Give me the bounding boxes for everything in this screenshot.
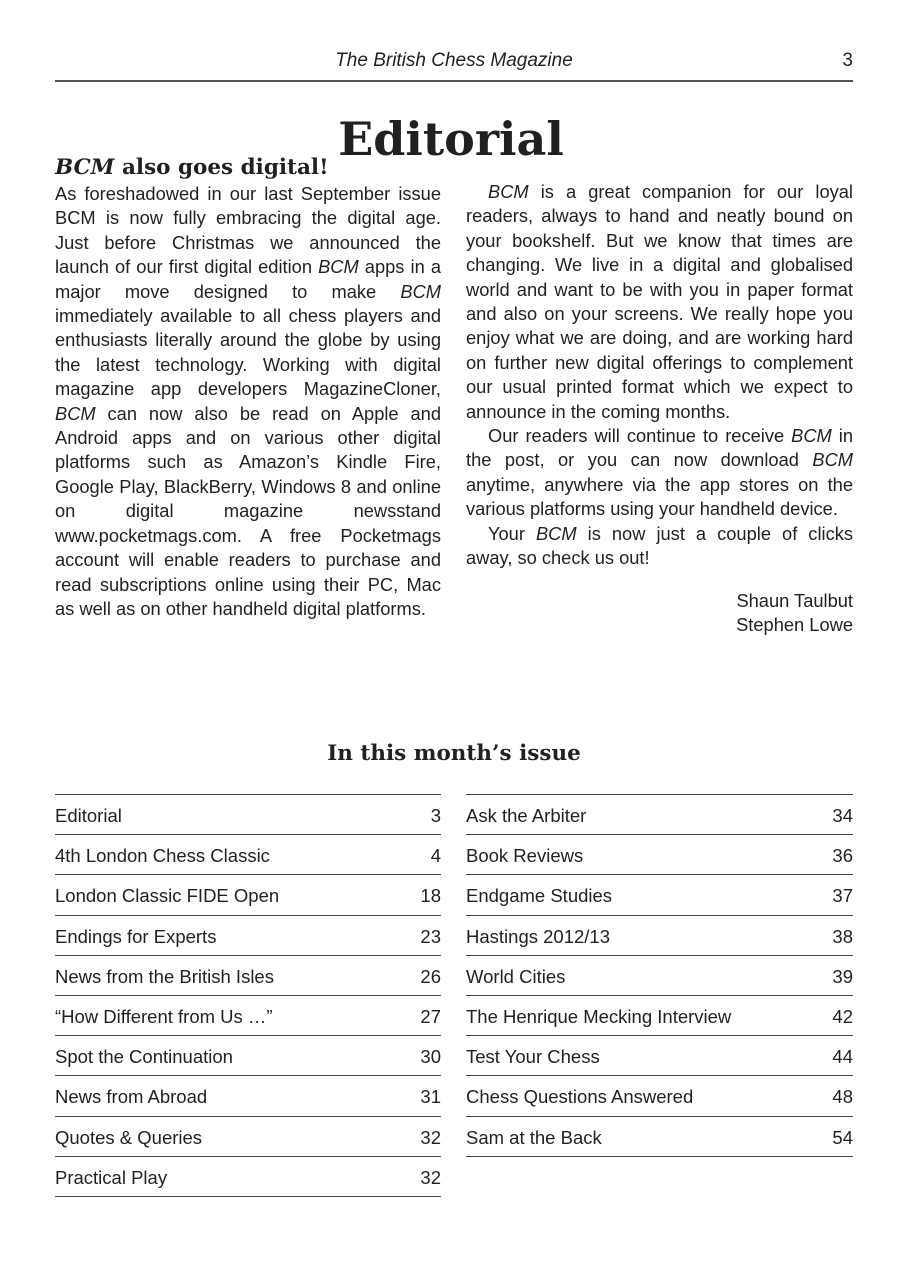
text-segment: can now also be read on Apple and Androi… xyxy=(55,402,441,619)
right-column: BCM is a great companion for our loyal r… xyxy=(466,180,853,637)
contents-row: Editorial 3 xyxy=(55,795,441,836)
contents-label: News from Abroad xyxy=(55,1086,208,1108)
contents-label: Endings for Experts xyxy=(55,925,217,947)
contents-page: 38 xyxy=(832,925,853,947)
italic-text: BCM xyxy=(535,522,577,544)
contents-label: The Henrique Mecking Interview xyxy=(466,1005,732,1027)
contents-row: Test Your Chess 44 xyxy=(466,1036,853,1077)
contents-row: News from Abroad 31 xyxy=(55,1076,441,1117)
contents-left: Editorial 3 4th London Chess Classic 4 Londo… xyxy=(55,794,441,1197)
contents-row: Quotes & Queries 32 xyxy=(55,1117,441,1157)
contents-label: London Classic FIDE Open xyxy=(55,885,280,907)
contents-page: 39 xyxy=(832,965,853,987)
italic-text: BCM xyxy=(55,402,96,424)
paragraph: BCM is a great companion for our loyal r… xyxy=(466,180,853,424)
contents-page: 31 xyxy=(420,1086,441,1108)
contents-row: Practical Play 32 xyxy=(55,1157,441,1197)
text-segment: apps in a major move designed to make xyxy=(55,256,441,302)
contents-page: 23 xyxy=(420,925,441,947)
contents-page: 3 xyxy=(430,805,441,826)
signatures: Shaun Taulbut Stephen Lowe xyxy=(466,589,853,638)
article-heading: BCM also goes digital! xyxy=(55,154,441,181)
contents-page: 48 xyxy=(832,1086,853,1108)
contents-label: Chess Questions Answered xyxy=(466,1086,694,1108)
text-segment: is now just a couple of clicks away, so … xyxy=(466,522,853,569)
contents-row: Sam at the Back 54 xyxy=(466,1117,853,1157)
text-segment: immediately available to all chess playe… xyxy=(55,305,441,400)
paragraph: Your BCM is now just a couple of clicks … xyxy=(466,522,853,571)
contents-page: 32 xyxy=(420,1166,441,1188)
contents-title: In this month’s issue xyxy=(327,741,581,766)
italic-text: BCM xyxy=(318,256,359,278)
contents-label: Quotes & Queries xyxy=(55,1126,203,1148)
contents-row: Endings for Experts 23 xyxy=(55,916,441,956)
text-segment: in the post, or you can now download xyxy=(466,425,853,471)
paragraph: Our readers will continue to receive BCM… xyxy=(466,424,853,522)
contents-label: Test Your Chess xyxy=(466,1046,600,1068)
contents-row: Chess Questions Answered 48 xyxy=(466,1076,853,1117)
italic-text: BCM xyxy=(400,280,441,302)
contents-row: London Classic FIDE Open 18 xyxy=(55,875,441,916)
contents-label: “How Different from Us …” xyxy=(55,1005,273,1027)
magazine-title: The British Chess Magazine xyxy=(335,50,573,71)
contents-row: News from the British Isles 26 xyxy=(55,956,441,996)
contents-label: Ask the Arbiter xyxy=(466,805,587,826)
contents-label: World Cities xyxy=(466,965,566,987)
contents-label: 4th London Chess Classic xyxy=(55,845,270,867)
left-column: BCM also goes digital! As foreshadowed i… xyxy=(55,154,441,621)
contents-right: Ask the Arbiter 34 Book Reviews 36 Endgame S… xyxy=(466,794,853,1157)
contents-row: Endgame Studies 37 xyxy=(466,875,853,916)
text-segment: is a great companion for our loyal reade… xyxy=(466,181,853,422)
text-segment: Our readers will continue to receive xyxy=(488,425,792,447)
contents-label: Sam at the Back xyxy=(466,1126,602,1148)
contents-label: Editorial xyxy=(55,805,122,826)
contents-label: Endgame Studies xyxy=(466,885,613,907)
contents-page: 30 xyxy=(420,1046,441,1068)
contents-label: Book Reviews xyxy=(466,845,584,867)
italic-text: BCM xyxy=(812,449,853,471)
contents-row: Ask the Arbiter 34 xyxy=(466,795,853,836)
signature: Shaun Taulbut xyxy=(736,589,853,611)
contents-page: 26 xyxy=(420,965,441,987)
contents-page: 36 xyxy=(832,845,853,867)
contents-label: Practical Play xyxy=(55,1166,168,1188)
page-number: 3 xyxy=(842,50,853,71)
contents-page: 54 xyxy=(832,1126,853,1148)
contents-label: News from the British Isles xyxy=(55,965,274,987)
contents-page: 32 xyxy=(420,1126,441,1148)
running-header: The British Chess Magazine 3 xyxy=(55,48,853,82)
text-segment: Your xyxy=(488,522,536,544)
contents-row: Spot the Continuation 30 xyxy=(55,1036,441,1077)
page-title: Editorial xyxy=(338,112,564,166)
contents-row: The Henrique Mecking Interview 42 xyxy=(466,996,853,1037)
italic-text: BCM xyxy=(791,425,832,447)
contents-page: 34 xyxy=(832,805,853,826)
contents-row: 4th London Chess Classic 4 xyxy=(55,835,441,876)
contents-page: 18 xyxy=(420,885,441,907)
contents-label: Spot the Continuation xyxy=(55,1046,233,1068)
contents-row: Book Reviews 36 xyxy=(466,835,853,876)
paragraph: As foreshadowed in our last September is… xyxy=(55,182,441,621)
contents-row: World Cities 39 xyxy=(466,956,853,996)
heading-text: also goes digital! xyxy=(114,155,329,180)
contents-page: 37 xyxy=(832,885,853,907)
contents-page: 27 xyxy=(420,1005,441,1027)
text-segment: anytime, anywhere via the app stores on … xyxy=(466,473,853,520)
italic-text: BCM xyxy=(488,181,529,202)
contents-label: Hastings 2012/13 xyxy=(466,925,610,947)
text-segment: As foreshadowed in our last September is… xyxy=(55,183,441,278)
contents-page: 42 xyxy=(832,1005,853,1027)
contents-page: 44 xyxy=(832,1046,853,1068)
contents-row: Hastings 2012/13 38 xyxy=(466,916,853,956)
contents-page: 4 xyxy=(430,845,441,867)
heading-italic: BCM xyxy=(55,155,115,180)
signature: Stephen Lowe xyxy=(736,613,853,635)
contents-row: “How Different from Us …” 27 xyxy=(55,996,441,1037)
